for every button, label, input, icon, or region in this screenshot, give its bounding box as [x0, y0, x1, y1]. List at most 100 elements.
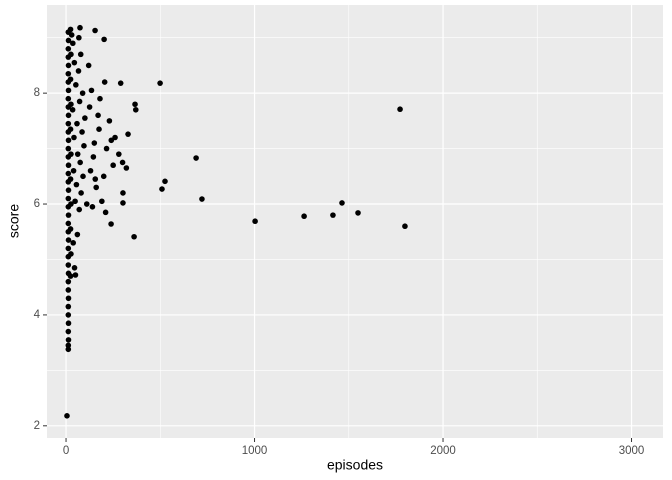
- point: [69, 106, 76, 113]
- point: [119, 159, 126, 166]
- point: [65, 145, 72, 152]
- point: [68, 32, 75, 38]
- point: [89, 204, 96, 210]
- point: [74, 151, 81, 157]
- point: [402, 223, 408, 230]
- point: [65, 342, 72, 349]
- point: [193, 155, 199, 161]
- point: [93, 184, 99, 191]
- x-tick-label: 1000: [242, 445, 268, 457]
- point: [108, 221, 114, 227]
- point: [67, 176, 74, 182]
- point: [65, 45, 72, 52]
- point: [65, 137, 72, 144]
- point: [92, 27, 98, 34]
- point: [77, 51, 84, 58]
- point: [81, 143, 87, 149]
- point: [65, 162, 72, 169]
- point: [65, 195, 72, 202]
- point: [101, 79, 108, 85]
- y-tick-label: 6: [34, 198, 40, 210]
- point: [106, 118, 113, 124]
- point: [65, 287, 72, 293]
- point: [72, 272, 79, 278]
- point: [76, 206, 83, 213]
- point: [110, 162, 116, 169]
- point: [68, 101, 74, 108]
- point: [301, 213, 307, 220]
- point: [101, 36, 107, 43]
- point: [68, 251, 74, 257]
- point: [65, 245, 72, 252]
- point: [339, 200, 345, 206]
- x-tick-label: 0: [63, 445, 69, 457]
- point: [102, 209, 109, 216]
- point: [79, 129, 85, 135]
- point: [120, 200, 126, 206]
- point: [77, 159, 83, 166]
- point: [103, 145, 110, 152]
- point: [65, 37, 72, 44]
- point: [71, 264, 78, 271]
- point: [65, 220, 72, 227]
- point: [123, 165, 130, 171]
- point: [65, 87, 72, 94]
- point: [87, 167, 94, 174]
- point: [65, 120, 72, 127]
- point: [65, 237, 72, 243]
- point: [72, 198, 78, 205]
- point: [76, 34, 82, 41]
- point: [125, 131, 131, 137]
- y-axis-title: score: [6, 204, 22, 238]
- point: [67, 226, 74, 232]
- point: [108, 137, 115, 144]
- point: [116, 151, 122, 157]
- point: [80, 173, 86, 180]
- y-tick-label: 2: [34, 420, 40, 432]
- point: [65, 62, 72, 69]
- point: [65, 278, 72, 285]
- point: [97, 95, 103, 102]
- point: [65, 346, 72, 353]
- point: [92, 176, 99, 182]
- point: [86, 104, 93, 110]
- point: [73, 181, 80, 188]
- x-tick-label: 2000: [430, 445, 456, 457]
- point: [73, 82, 79, 88]
- point: [159, 186, 165, 192]
- point: [162, 178, 168, 185]
- point: [88, 87, 95, 94]
- point: [199, 196, 205, 202]
- point: [120, 190, 126, 196]
- point: [65, 187, 72, 193]
- point: [67, 76, 74, 83]
- point: [91, 140, 98, 146]
- point: [90, 154, 97, 160]
- point: [82, 115, 88, 121]
- point: [70, 240, 77, 246]
- point: [74, 231, 81, 238]
- point: [65, 212, 72, 218]
- point: [132, 106, 139, 113]
- y-tick-label: 8: [34, 87, 40, 99]
- point: [397, 106, 403, 113]
- point: [100, 173, 107, 180]
- point: [96, 126, 102, 132]
- point: [71, 134, 77, 141]
- point: [65, 312, 72, 318]
- point: [67, 126, 74, 132]
- point: [71, 59, 78, 66]
- point: [99, 198, 105, 205]
- panel: [47, 5, 663, 438]
- point: [70, 40, 76, 47]
- point: [68, 151, 74, 157]
- point: [65, 95, 72, 102]
- point: [355, 210, 361, 216]
- point: [67, 26, 74, 33]
- point: [65, 337, 72, 343]
- point: [85, 62, 92, 69]
- point: [65, 320, 72, 327]
- point: [117, 80, 124, 86]
- point: [252, 218, 258, 225]
- point: [330, 212, 336, 218]
